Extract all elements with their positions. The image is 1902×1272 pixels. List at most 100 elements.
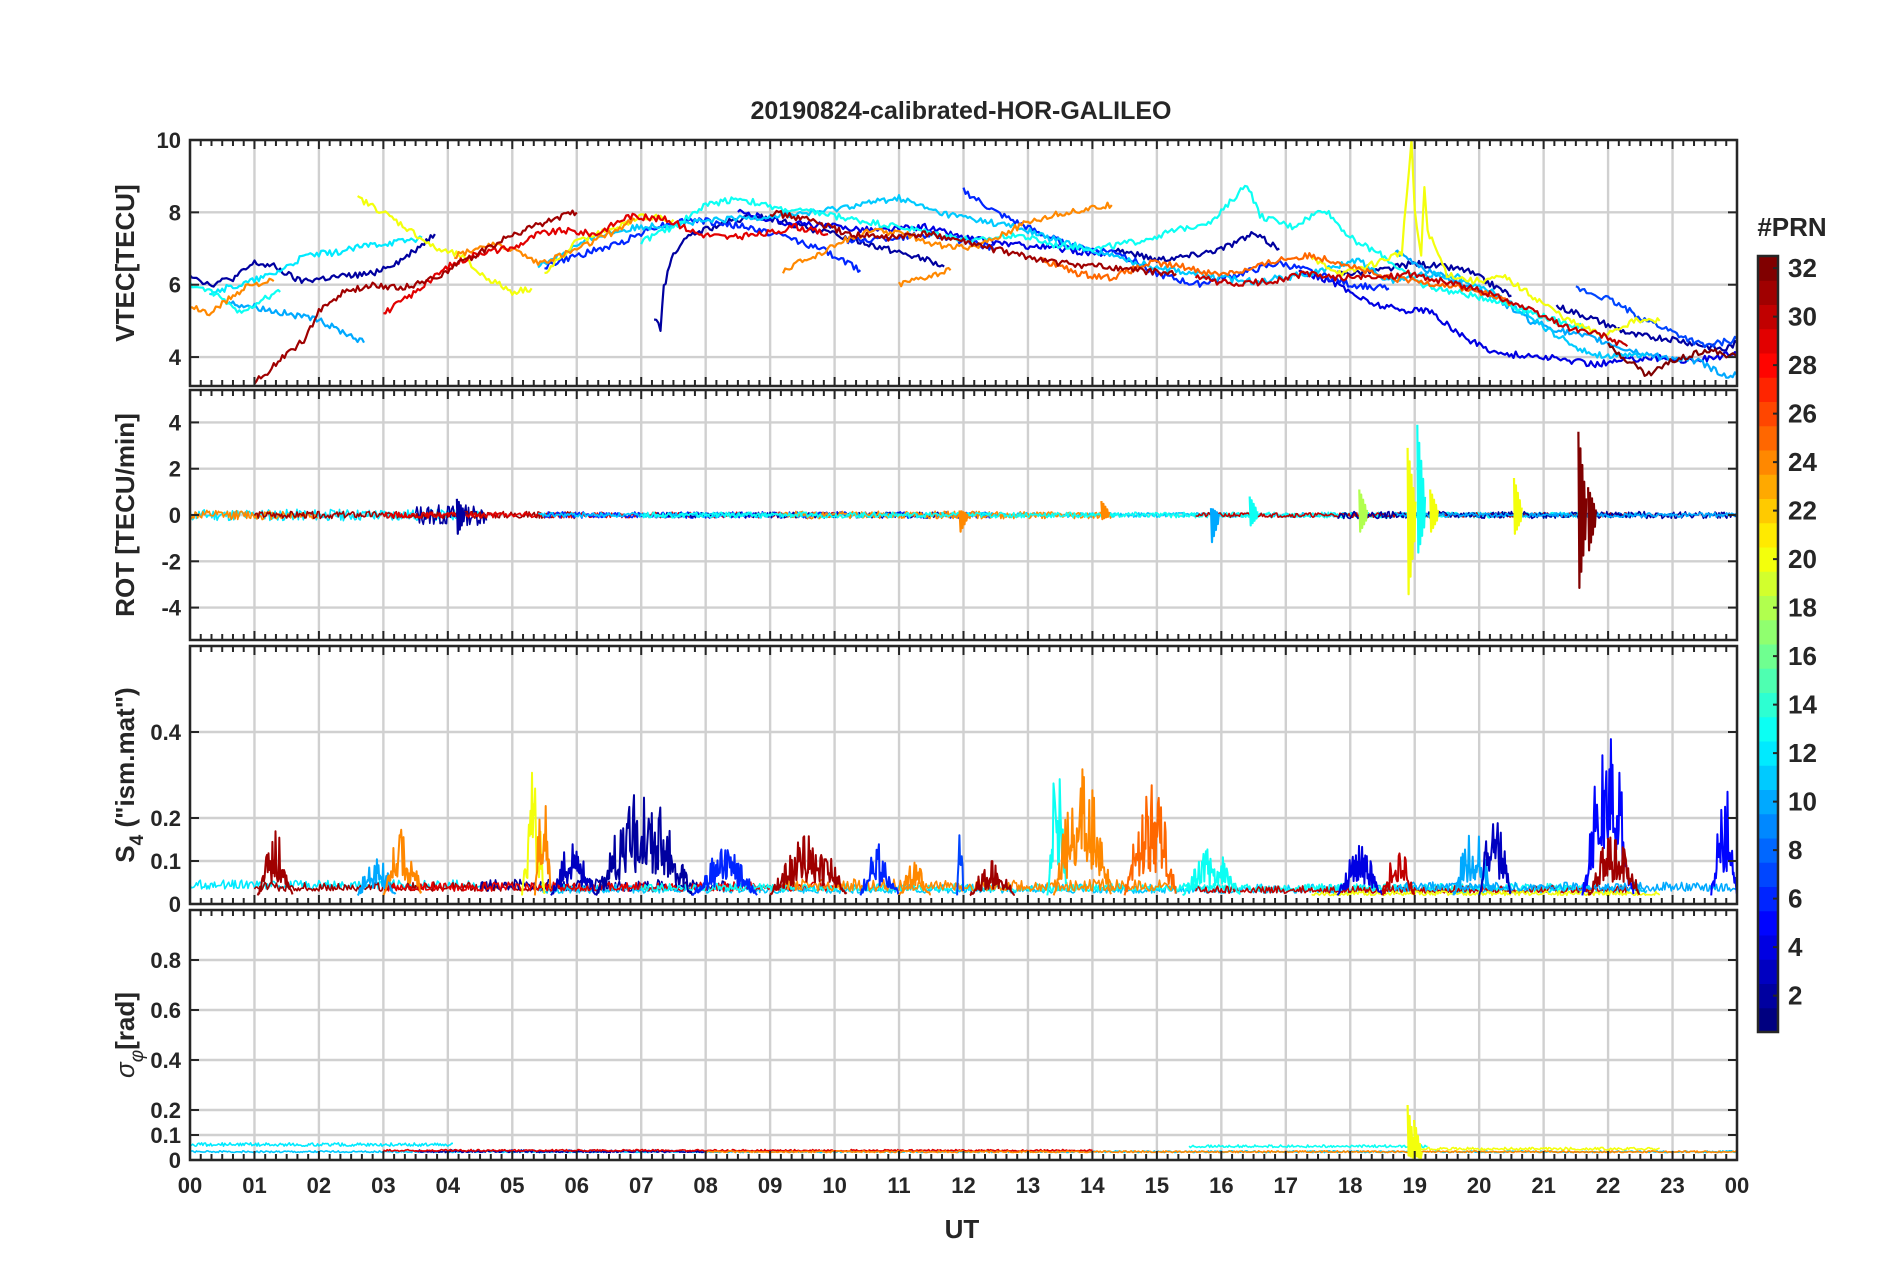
series-burst-prn-30 <box>1381 852 1416 896</box>
colorbar-tick-label: 8 <box>1788 835 1802 865</box>
y-tick-label: 0.1 <box>150 1123 181 1148</box>
series-spike-prn-13 <box>1248 496 1259 527</box>
y-tick-label: 0.6 <box>150 998 181 1023</box>
series-noise-prn-2 <box>415 1149 707 1154</box>
y-tick-label: 0.4 <box>150 1048 181 1073</box>
y-tick-label: 0.2 <box>150 806 181 831</box>
x-tick-label: 19 <box>1402 1173 1426 1198</box>
colorbar-tick-label: 4 <box>1788 932 1803 962</box>
colorbar-tick-label: 24 <box>1788 447 1817 477</box>
colorbar-tick-label: 26 <box>1788 399 1817 429</box>
series-burst-prn-20 <box>521 771 546 896</box>
grid <box>188 138 1739 386</box>
y-axis-label-vtec: VTEC[TECU] <box>110 184 140 341</box>
x-tick-label: 05 <box>500 1173 524 1198</box>
series-noise-prn-10 <box>1394 881 1737 892</box>
colorbar-band <box>1758 401 1778 427</box>
y-tick-label: 4 <box>169 345 182 370</box>
series-burst-prn-7 <box>956 834 965 896</box>
x-tick-label: 22 <box>1596 1173 1620 1198</box>
y-tick-label: -4 <box>161 596 181 621</box>
series-line-prn-7 <box>1575 285 1737 349</box>
colorbar-tick-label: 16 <box>1788 641 1817 671</box>
colorbar-band <box>1758 425 1778 451</box>
x-tick-label: 17 <box>1274 1173 1298 1198</box>
series-burst-prn-31 <box>256 830 294 896</box>
colorbar-band <box>1758 571 1778 596</box>
series-noise-prn-12 <box>190 1142 454 1147</box>
colorbar-band <box>1758 595 1778 621</box>
y-tick-label: 0.1 <box>150 849 181 874</box>
series-line-prn-24 <box>190 277 275 317</box>
x-tick-label: 15 <box>1145 1173 1169 1198</box>
colorbar-band <box>1758 692 1778 718</box>
series-burst-prn-10 <box>356 858 397 897</box>
series-burst-prn-2 <box>595 794 694 897</box>
series-noise-prn-20 <box>1407 1146 1660 1151</box>
y-tick-label: -2 <box>161 549 181 574</box>
colorbar-band <box>1758 862 1778 887</box>
series-burst-prn-4 <box>1336 844 1384 896</box>
x-tick-label: 00 <box>1725 1173 1749 1198</box>
x-tick-label: 00 <box>178 1173 202 1198</box>
colorbar-band <box>1758 838 1778 863</box>
series-spike-prn-24 <box>1100 501 1111 521</box>
series-noise-prn-10 <box>1395 511 1737 519</box>
series-spike-prn-20 <box>1512 477 1523 535</box>
colorbar-band <box>1758 910 1778 936</box>
series-line-prn-24 <box>454 217 636 266</box>
series-burst-prn-31 <box>969 860 1015 897</box>
colorbar-band <box>1758 280 1778 305</box>
grid <box>188 910 1739 1162</box>
colorbar-label: #PRN <box>1757 212 1826 242</box>
series-group <box>190 424 1737 596</box>
series-burst-prn-13 <box>1181 848 1241 897</box>
x-tick-label: 09 <box>758 1173 782 1198</box>
x-tick-label: 13 <box>1016 1173 1040 1198</box>
series-burst-prn-24 <box>382 828 423 896</box>
x-tick-marks <box>189 390 1738 640</box>
series-line-prn-13 <box>190 281 281 314</box>
colorbar-tick-label: 12 <box>1788 738 1817 768</box>
series-burst-prn-31 <box>769 835 848 896</box>
colorbar-frame <box>1756 254 1780 1034</box>
series-line-prn-2 <box>1111 231 1280 263</box>
y-tick-label: 2 <box>169 457 181 482</box>
colorbar-tick-label: 28 <box>1788 350 1817 380</box>
series-line-prn-4 <box>737 208 1107 257</box>
x-tick-label: 01 <box>242 1173 266 1198</box>
x-tick-label: 20 <box>1467 1173 1491 1198</box>
colorbar-band <box>1758 474 1778 499</box>
x-tick-label: 18 <box>1338 1173 1362 1198</box>
colorbar-band <box>1758 353 1778 378</box>
panel-sigma: 00.10.2 0.4 0.6 0.8σφ[rad] <box>110 908 1739 1173</box>
panel-vtec: 4 6 8 10 VTEC[TECU] <box>110 128 1739 388</box>
panel-rot: -4 -2 0 2 4 ROT [TECU/min] <box>110 388 1739 642</box>
colorbar-band <box>1758 450 1778 475</box>
colorbar-band <box>1758 498 1778 524</box>
series-line-prn-2 <box>190 233 436 288</box>
series-spike-prn-20 <box>1429 489 1439 533</box>
series-line-prn-24 <box>782 201 1113 274</box>
colorbar-tick-label: 2 <box>1788 981 1802 1011</box>
y-tick-label: 0.8 <box>150 948 181 973</box>
x-tick-label: 21 <box>1531 1173 1555 1198</box>
series-line-prn-11 <box>537 194 1648 360</box>
colorbar-band <box>1758 619 1778 645</box>
x-tick-label: 08 <box>693 1173 717 1198</box>
x-tick-label: 03 <box>371 1173 395 1198</box>
x-tick-label: 16 <box>1209 1173 1233 1198</box>
colorbar-band <box>1758 983 1778 1009</box>
x-tick-label: 14 <box>1080 1173 1105 1198</box>
colorbar-band <box>1758 789 1778 815</box>
series-group <box>190 738 1737 897</box>
colorbar-band <box>1758 256 1778 281</box>
series-noise-prn-20 <box>1311 890 1661 897</box>
series-group <box>190 140 1737 385</box>
x-tick-label: 06 <box>565 1173 589 1198</box>
colorbar-band <box>1758 547 1778 572</box>
series-noise-prn-29 <box>382 881 836 892</box>
colorbar-band <box>1758 765 1778 790</box>
